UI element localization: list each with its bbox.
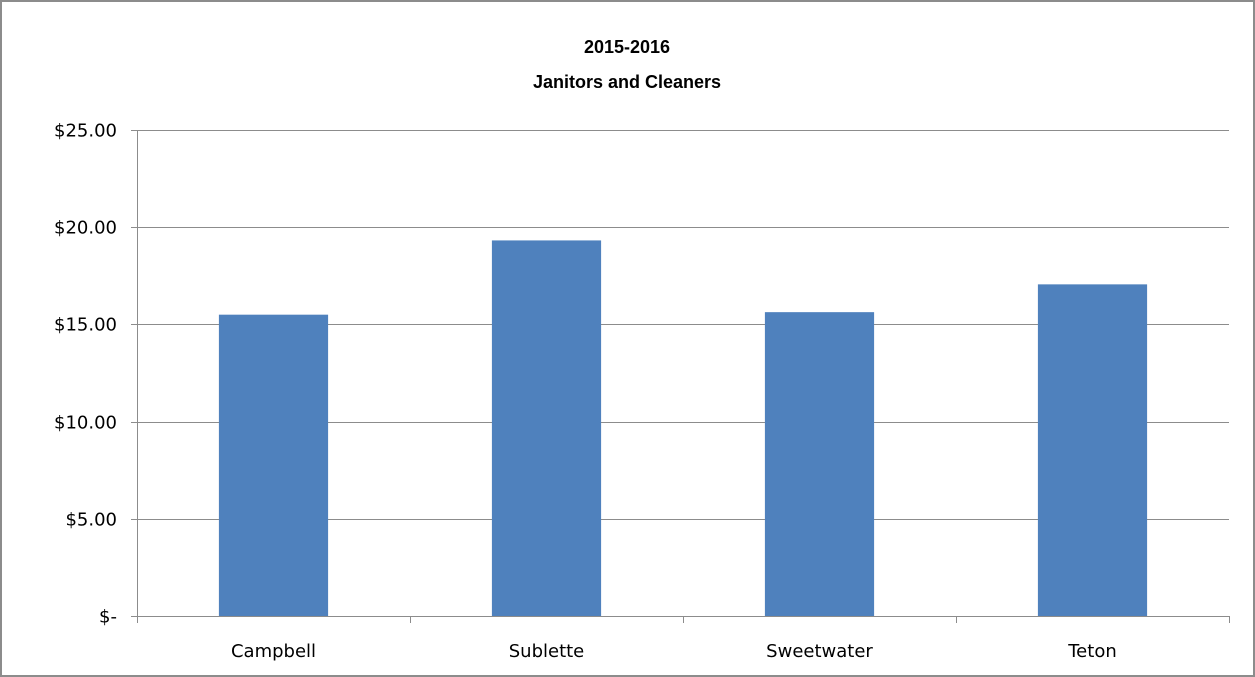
axes <box>131 130 1230 623</box>
chart-title: 2015-2016 Janitors and Cleaners <box>533 37 721 92</box>
x-tick-label: Teton <box>1067 641 1117 662</box>
y-tick-label: $15.00 <box>54 315 117 336</box>
bar-sweetwater <box>764 312 875 616</box>
x-tick-label: Sublette <box>509 641 585 662</box>
y-tick-label: $5.00 <box>65 510 117 531</box>
x-tick-labels: Campbell Sublette Sweetwater Teton <box>231 641 1117 662</box>
x-tick-label: Campbell <box>231 641 316 662</box>
y-tick-label: $10.00 <box>54 413 117 434</box>
y-tick-labels: $- $5.00 $10.00 $15.00 $20.00 $25.00 <box>54 121 117 628</box>
bar-campbell <box>218 314 329 616</box>
x-tick-label: Sweetwater <box>766 641 873 662</box>
bar-teton <box>1037 284 1148 616</box>
bars <box>218 240 1148 617</box>
y-tick-label: $25.00 <box>54 121 117 142</box>
chart-title-line-1: 2015-2016 <box>584 37 670 57</box>
y-tick-label: $20.00 <box>54 218 117 239</box>
y-tick-label: $- <box>99 607 117 628</box>
bar-sublette <box>491 240 602 617</box>
chart-title-line-2: Janitors and Cleaners <box>533 72 721 92</box>
